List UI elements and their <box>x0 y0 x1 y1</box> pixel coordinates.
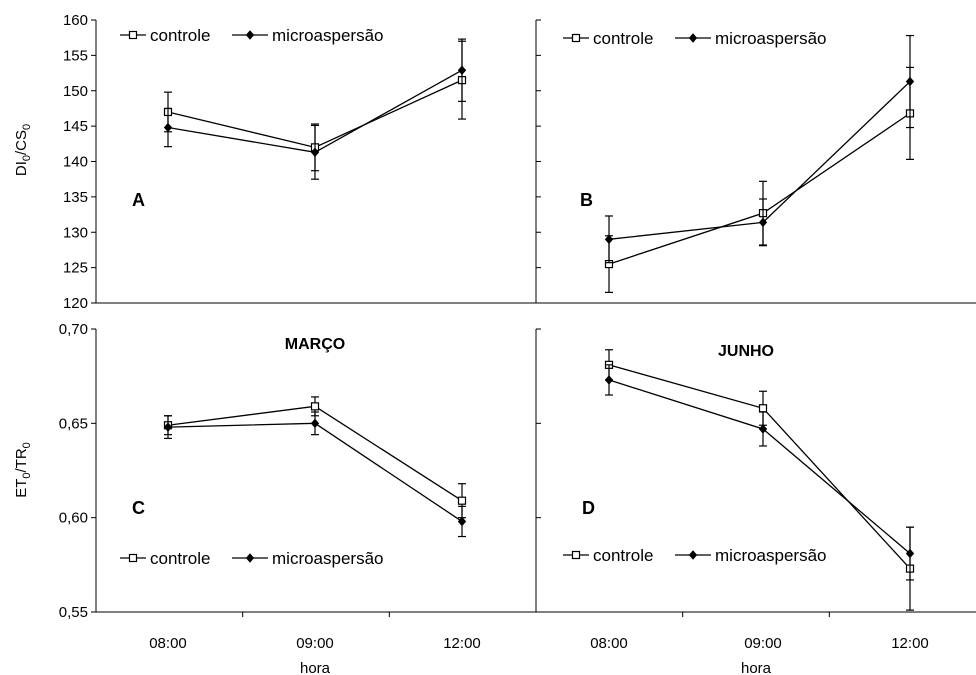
ylabel-bottom-main: ET <box>13 479 30 498</box>
point-microaspersao-d <box>604 375 614 385</box>
y-tick-label-c: 0,55 <box>59 604 88 621</box>
series-line-controle-d <box>608 364 911 570</box>
point-microaspersao-a <box>310 147 320 158</box>
point-controle-c <box>457 496 467 505</box>
ylabel-top-main: DI <box>13 161 30 176</box>
panel-title-d: JUNHO <box>718 343 774 360</box>
x-tick-label-c: 09:00 <box>296 635 334 652</box>
y-tick-label-a: 150 <box>63 83 88 100</box>
point-microaspersao-d <box>905 548 915 559</box>
legend-marker-microaspersao-c <box>245 553 255 563</box>
point-microaspersao-b <box>604 234 614 245</box>
legend-label-controle-a: controle <box>150 26 210 45</box>
panels: 120 125 130 135 140 145 150 155 160 controle micro… <box>59 12 976 652</box>
legend-label-controle-b: controle <box>593 29 653 48</box>
panel-letter-b: B <box>580 190 593 210</box>
series-line-controle-b <box>608 112 911 265</box>
panel-a: 120 125 130 135 140 145 150 155 160 controle micro… <box>63 12 536 312</box>
xlabel-left: hora <box>300 660 331 675</box>
legend-label-microaspersao-b: microaspersão <box>715 29 827 48</box>
point-microaspersao-c <box>163 422 173 432</box>
x-tick-label-d: 12:00 <box>891 635 929 652</box>
ylabel-bottom-mid: /TR <box>13 448 30 472</box>
legend-a: controle microaspersão <box>120 26 384 45</box>
y-tick-label-a: 145 <box>63 118 88 135</box>
point-microaspersao-b <box>758 217 768 228</box>
point-controle-c <box>310 402 320 411</box>
legend-marker-microaspersao-b <box>688 33 698 43</box>
point-microaspersao-a <box>163 122 173 133</box>
legend-marker-controle-d <box>571 550 581 560</box>
y-tick-label-a: 155 <box>63 47 88 64</box>
ylabel-top-sub2: 0 <box>21 124 33 130</box>
legend-marker-microaspersao-d <box>688 550 698 560</box>
y-tick-label-a: 135 <box>63 189 88 206</box>
ylabel-top: DI0/CS0 <box>13 124 33 176</box>
legend-marker-microaspersao-a <box>245 30 255 40</box>
point-microaspersao-a <box>457 65 467 75</box>
panel-title-c: MARÇO <box>285 336 345 353</box>
panel-letter-c: C <box>132 498 145 518</box>
legend-label-microaspersao-a: microaspersão <box>272 26 384 45</box>
x-tick-label-d: 09:00 <box>744 635 782 652</box>
legend-label-controle-c: controle <box>150 549 210 568</box>
legend-label-microaspersao-d: microaspersão <box>715 546 827 565</box>
y-tick-label-a: 140 <box>63 154 88 171</box>
panel-b: controle microaspersão <box>535 19 976 304</box>
y-tick-label-c: 0,60 <box>59 510 88 527</box>
ylabel-bottom-sub2: 0 <box>21 442 33 448</box>
x-tick-label-c: 12:00 <box>443 635 481 652</box>
point-microaspersao-c <box>310 418 320 429</box>
legend-marker-controle-c <box>128 553 138 563</box>
y-tick-label-a: 130 <box>63 224 88 241</box>
legend-d: controle microaspersão <box>563 546 827 565</box>
ylabel-bottom: ET0/TR0 <box>13 442 33 498</box>
legend-b: controle microaspersão <box>563 29 827 48</box>
panel-letter-d: D <box>582 498 595 518</box>
y-tick-label-a: 125 <box>63 260 88 277</box>
legend-label-controle-d: controle <box>593 546 653 565</box>
point-microaspersao-c <box>457 516 467 527</box>
x-tick-label-d: 08:00 <box>590 635 628 652</box>
ylabel-top-mid: /CS <box>13 130 30 155</box>
panel-letter-a: A <box>132 190 145 210</box>
point-controle-d <box>758 404 768 413</box>
ylabel-bottom-sub1: 0 <box>21 473 33 479</box>
legend-marker-controle-a <box>128 30 138 40</box>
y-tick-label-c: 0,70 <box>59 321 88 338</box>
x-tick-label-c: 08:00 <box>149 635 187 652</box>
legend-c: controle microaspersão <box>120 549 384 568</box>
panel-d: 08:00 09:00 12:00 controle microaspersão <box>535 328 976 652</box>
point-microaspersao-b <box>905 76 915 87</box>
legend-marker-controle-b <box>571 33 581 43</box>
y-tick-label-c: 0,65 <box>59 415 88 432</box>
y-tick-label-a: 120 <box>63 295 88 312</box>
xlabel-right: hora <box>741 660 772 675</box>
y-tick-label-a: 160 <box>63 12 88 29</box>
ylabel-top-sub1: 0 <box>21 155 33 161</box>
point-microaspersao-d <box>758 424 768 434</box>
legend-label-microaspersao-c: microaspersão <box>272 549 384 568</box>
panel-c: 0,55 0,60 0,65 0,70 08:00 09:00 12:00 controle m… <box>59 321 536 652</box>
